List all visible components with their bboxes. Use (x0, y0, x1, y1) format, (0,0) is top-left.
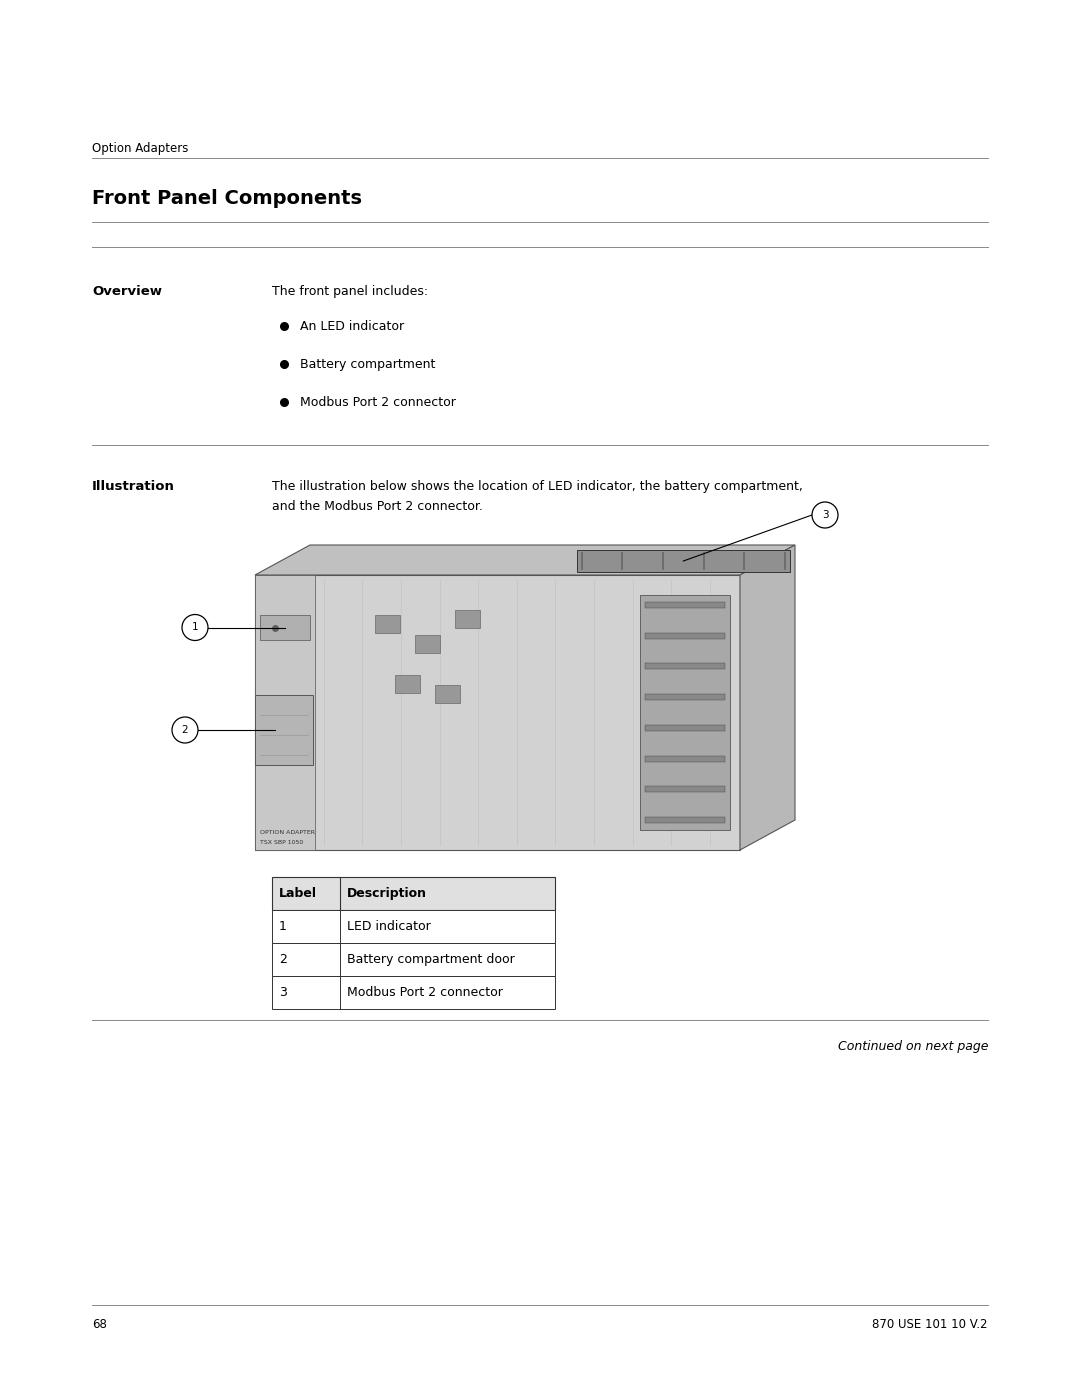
Polygon shape (415, 636, 440, 652)
Text: 68: 68 (92, 1317, 107, 1331)
Polygon shape (260, 615, 310, 640)
Text: 1: 1 (191, 623, 199, 633)
Text: 3: 3 (822, 510, 828, 520)
Text: OPTION ADAPTER: OPTION ADAPTER (260, 830, 315, 835)
Polygon shape (740, 545, 795, 849)
Text: The illustration below shows the location of LED indicator, the battery compartm: The illustration below shows the locatio… (272, 481, 802, 493)
Polygon shape (645, 756, 725, 761)
Polygon shape (577, 550, 789, 571)
Text: Modbus Port 2 connector: Modbus Port 2 connector (347, 986, 503, 999)
Polygon shape (645, 602, 725, 608)
Polygon shape (375, 615, 400, 633)
Text: Modbus Port 2 connector: Modbus Port 2 connector (300, 395, 456, 409)
Text: Battery compartment door: Battery compartment door (347, 953, 515, 965)
Polygon shape (645, 633, 725, 638)
Polygon shape (645, 817, 725, 823)
Text: TSX SBP 1050: TSX SBP 1050 (260, 840, 303, 845)
Polygon shape (645, 725, 725, 731)
Polygon shape (255, 576, 740, 849)
Text: Front Panel Components: Front Panel Components (92, 189, 362, 208)
Polygon shape (272, 943, 555, 977)
Polygon shape (395, 675, 420, 693)
Text: Illustration: Illustration (92, 481, 175, 493)
Polygon shape (455, 610, 480, 629)
Polygon shape (255, 694, 313, 766)
Polygon shape (272, 877, 555, 909)
Text: Label: Label (279, 887, 318, 900)
Polygon shape (255, 545, 795, 576)
Text: 3: 3 (279, 986, 287, 999)
Polygon shape (435, 685, 460, 703)
Polygon shape (645, 664, 725, 669)
Text: 870 USE 101 10 V.2: 870 USE 101 10 V.2 (873, 1317, 988, 1331)
Text: Overview: Overview (92, 285, 162, 298)
Polygon shape (645, 694, 725, 700)
Text: Battery compartment: Battery compartment (300, 358, 435, 372)
Text: Description: Description (347, 887, 427, 900)
Text: The front panel includes:: The front panel includes: (272, 285, 428, 298)
Polygon shape (272, 977, 555, 1009)
Polygon shape (255, 576, 315, 849)
Text: Option Adapters: Option Adapters (92, 142, 188, 155)
Circle shape (172, 717, 198, 743)
Text: 2: 2 (181, 725, 188, 735)
Text: 2: 2 (279, 953, 287, 965)
Polygon shape (272, 909, 555, 943)
Text: An LED indicator: An LED indicator (300, 320, 404, 332)
Circle shape (183, 615, 208, 640)
Text: and the Modbus Port 2 connector.: and the Modbus Port 2 connector. (272, 500, 483, 513)
Text: Continued on next page: Continued on next page (837, 1039, 988, 1053)
Polygon shape (645, 787, 725, 792)
Text: 1: 1 (279, 921, 287, 933)
Polygon shape (640, 595, 730, 830)
Text: LED indicator: LED indicator (347, 921, 431, 933)
Circle shape (812, 502, 838, 528)
